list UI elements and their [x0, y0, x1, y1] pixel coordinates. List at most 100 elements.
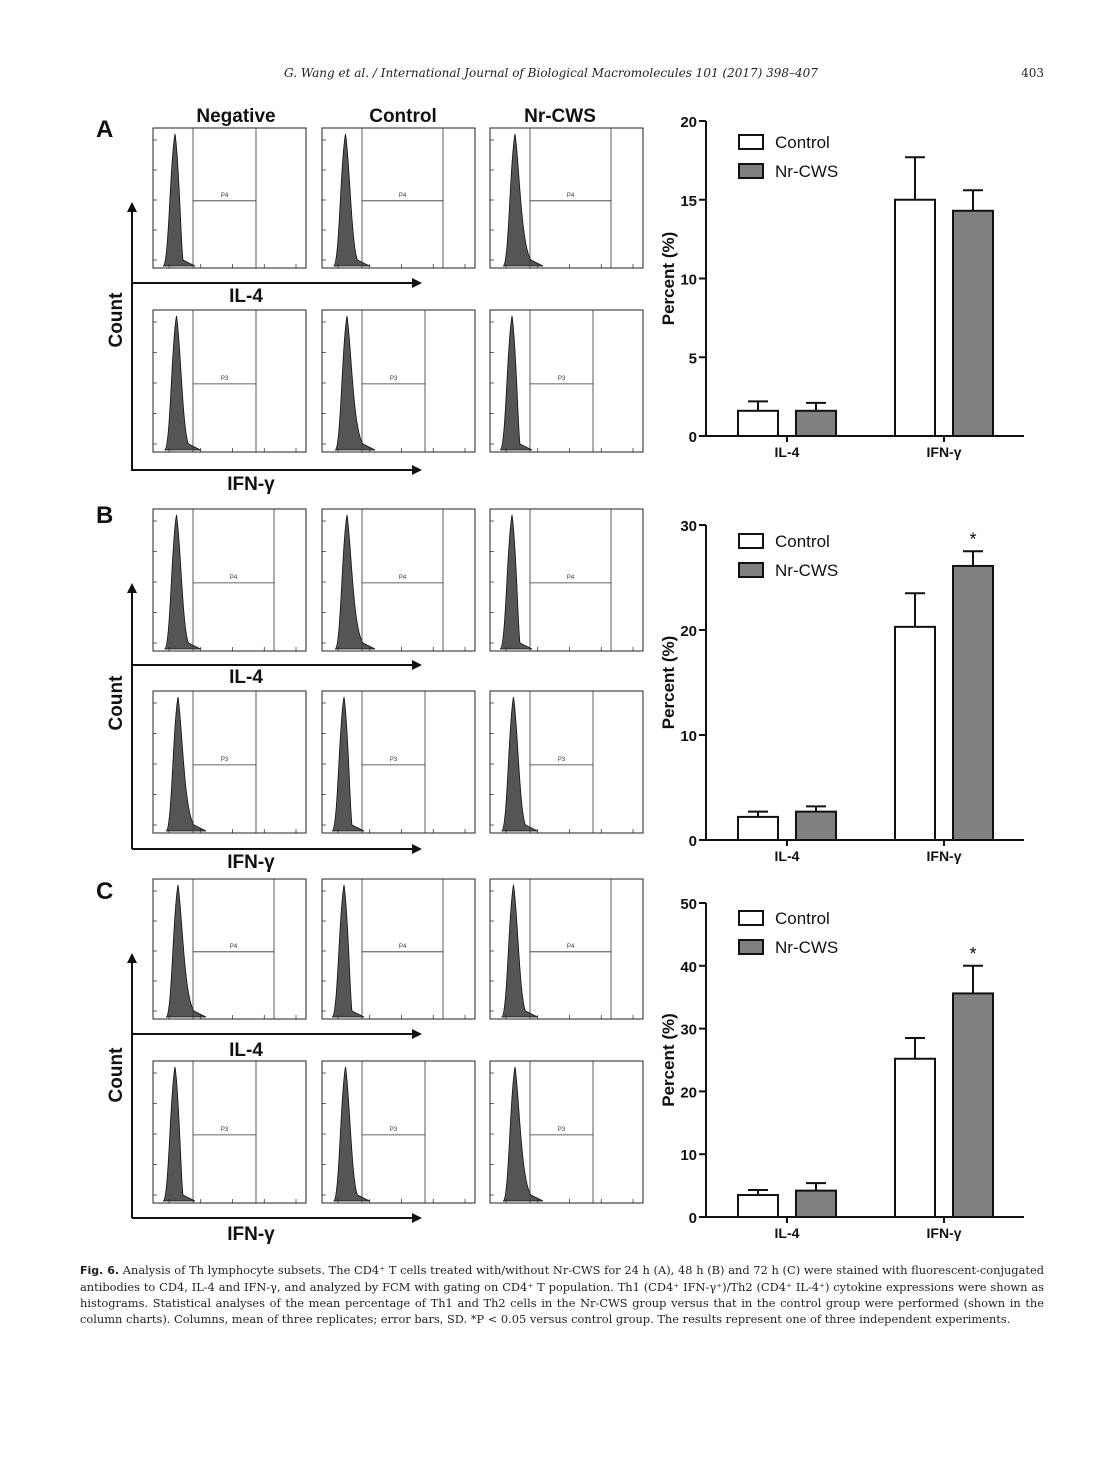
- histogram-peak: [499, 315, 533, 451]
- gate-label: P4: [567, 193, 575, 199]
- histogram-peak: [162, 1066, 196, 1202]
- legend-swatch: [738, 134, 764, 150]
- histogram-peak: [501, 884, 538, 1018]
- legend-swatch: [738, 910, 764, 926]
- category-label: IL-4: [775, 1225, 800, 1241]
- journal-citation: G. Wang et al. / International Journal o…: [284, 66, 818, 80]
- y-tick-label: 40: [680, 959, 697, 976]
- gate-label: P4: [399, 575, 407, 581]
- bar: [737, 409, 779, 437]
- il4-axis-label: IL-4: [229, 286, 263, 307]
- panel-letter: C: [96, 878, 113, 905]
- legend-label: Nr-CWS: [775, 938, 838, 957]
- significance-mark: *: [969, 944, 976, 964]
- histogram-peak: [162, 133, 196, 267]
- histogram-peak: [333, 133, 370, 267]
- bar: [795, 1189, 837, 1219]
- gate-label: P3: [221, 757, 229, 763]
- y-tick-label: 50: [680, 896, 697, 913]
- category-label: IFN-γ: [927, 444, 962, 460]
- gate-label: P3: [558, 757, 566, 763]
- y-tick-label: 0: [689, 1210, 697, 1227]
- gate-label: P4: [221, 193, 229, 199]
- gate-label: P3: [221, 376, 229, 382]
- histogram-peak: [165, 696, 207, 832]
- gate-label: P4: [399, 193, 407, 199]
- gate-label: P3: [558, 376, 566, 382]
- column-title: Negative: [196, 106, 275, 127]
- gate-label: P3: [390, 376, 398, 382]
- panel-letter: B: [96, 502, 113, 529]
- page-number: 403: [1021, 66, 1044, 80]
- y-tick-label: 10: [680, 728, 697, 745]
- legend-label: Control: [775, 909, 830, 928]
- y-tick-label: 20: [680, 1084, 697, 1101]
- gate-label: P4: [567, 575, 575, 581]
- gate-label: P3: [390, 1127, 398, 1133]
- gate-label: P3: [390, 757, 398, 763]
- gate-label: P4: [567, 944, 575, 950]
- histogram-peak: [499, 514, 533, 650]
- bar: [737, 1194, 779, 1219]
- figure-6: A Negative Control Nr-CWS P4 P3 P4 P3 P4 P3 Count I…: [96, 106, 1024, 1245]
- legend-swatch: [738, 163, 764, 179]
- y-tick-label: 20: [680, 114, 697, 131]
- gate-label: P3: [558, 1127, 566, 1133]
- histogram-peak: [334, 315, 376, 451]
- category-label: IL-4: [775, 848, 800, 864]
- bar: [894, 625, 936, 841]
- gate-label: P4: [230, 575, 238, 581]
- gate-label: P3: [221, 1127, 229, 1133]
- histogram-peak: [164, 514, 201, 650]
- y-tick-label: 30: [680, 1022, 697, 1039]
- ifng-axis-label: IFN-γ: [227, 852, 275, 873]
- count-axis-label: Count: [106, 1047, 127, 1103]
- y-axis-label: Percent (%): [659, 1013, 678, 1107]
- bar: [952, 209, 994, 437]
- caption-text: Analysis of Th lymphocyte subsets. The C…: [80, 1263, 1045, 1326]
- figure-caption: Fig. 6. Analysis of Th lymphocyte subset…: [80, 1262, 1044, 1327]
- y-tick-label: 0: [689, 833, 697, 850]
- histogram-peak: [501, 696, 538, 832]
- count-axis-label: Count: [106, 675, 127, 731]
- ifng-axis-label: IFN-γ: [227, 474, 275, 495]
- y-axis-label: Percent (%): [659, 636, 678, 730]
- histogram-peak: [334, 514, 376, 650]
- bar: [894, 198, 936, 437]
- legend-label: Control: [775, 532, 830, 551]
- histogram-peak: [164, 315, 201, 451]
- column-title: Nr-CWS: [524, 106, 596, 127]
- category-label: IFN-γ: [927, 1225, 962, 1241]
- bar: [795, 409, 837, 437]
- y-tick-label: 20: [680, 623, 697, 640]
- legend-swatch: [738, 562, 764, 578]
- y-tick-label: 5: [689, 350, 697, 367]
- ifng-axis-label: IFN-γ: [227, 1224, 275, 1245]
- il4-axis-label: IL-4: [229, 1040, 263, 1061]
- bar: [795, 810, 837, 842]
- y-tick-label: 30: [680, 518, 697, 535]
- il4-axis-label: IL-4: [229, 667, 263, 688]
- legend-label: Nr-CWS: [775, 561, 838, 580]
- histogram-peak: [165, 884, 207, 1018]
- category-label: IL-4: [775, 444, 800, 460]
- gate-label: P4: [399, 944, 407, 950]
- histogram-peak: [331, 884, 365, 1018]
- histogram-peak: [333, 1066, 370, 1202]
- histogram-peak: [502, 133, 544, 267]
- histogram-peak: [331, 696, 365, 832]
- y-tick-label: 15: [680, 193, 697, 210]
- column-title: Control: [369, 106, 437, 127]
- y-tick-label: 0: [689, 429, 697, 446]
- legend-label: Nr-CWS: [775, 162, 838, 181]
- panel-letter: A: [96, 116, 113, 143]
- legend-swatch: [738, 533, 764, 549]
- y-tick-label: 10: [680, 272, 697, 289]
- bar: [737, 815, 779, 842]
- bar: [894, 1057, 936, 1219]
- legend-label: Control: [775, 133, 830, 152]
- caption-label: Fig. 6.: [80, 1264, 120, 1277]
- category-label: IFN-γ: [927, 848, 962, 864]
- significance-mark: *: [969, 529, 976, 549]
- count-axis-label: Count: [106, 292, 127, 348]
